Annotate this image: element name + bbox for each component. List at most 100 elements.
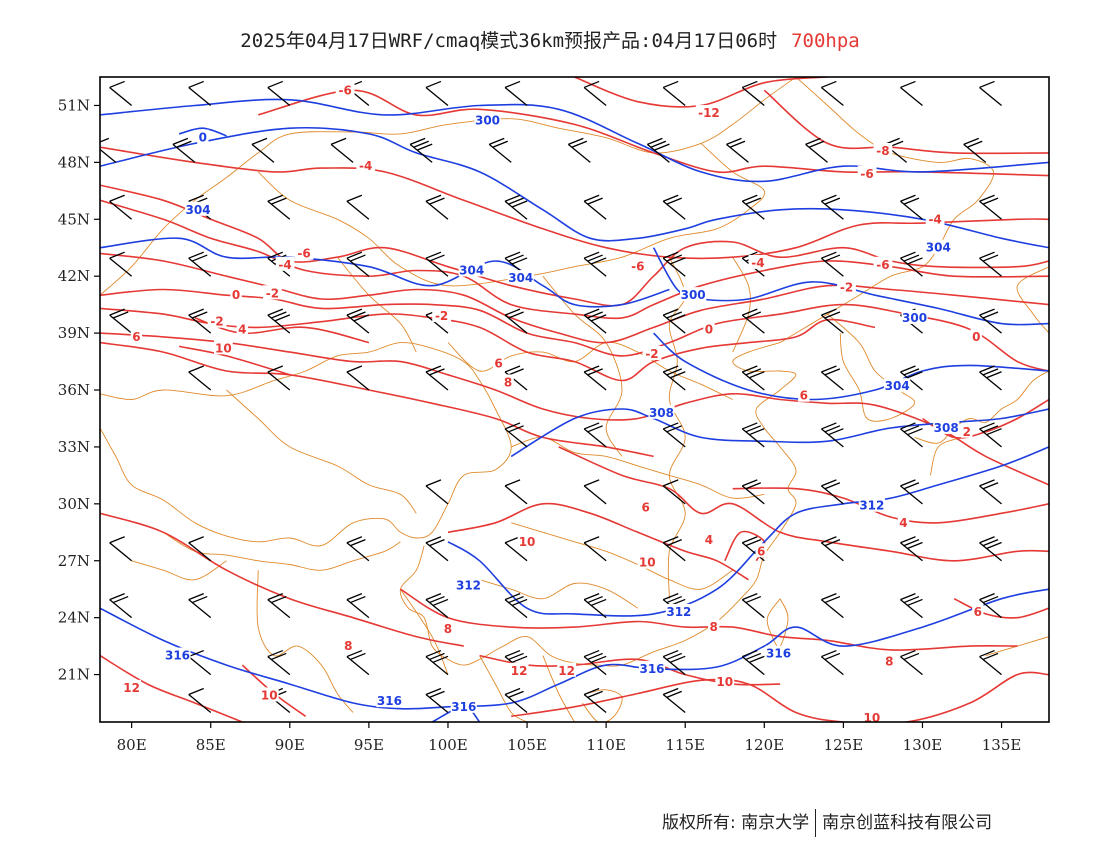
footer-divider	[815, 809, 817, 837]
temperature-contour-label-bg	[897, 514, 910, 529]
temperature-contour-label: 6	[974, 605, 982, 619]
wind-barb	[979, 593, 1002, 619]
x-tick-label: 105E	[507, 736, 547, 754]
wind-barb	[567, 137, 591, 163]
wind-barb	[741, 422, 765, 448]
temperature-contour-label-bg	[639, 499, 652, 514]
height-contour	[653, 332, 1049, 401]
temperature-contour-label-bg	[275, 256, 295, 271]
boundary-line	[131, 560, 227, 581]
height-contour-label: 300	[681, 288, 706, 302]
wind-barb	[425, 536, 449, 562]
wind-barb	[583, 536, 607, 562]
wind-barb	[900, 536, 923, 562]
wind-barb	[583, 365, 607, 391]
boundary-line	[827, 313, 916, 422]
temperature-contour-label: 4	[238, 322, 246, 336]
height-contour-label: 316	[165, 649, 190, 663]
wind-barb	[900, 251, 923, 277]
wind-barb	[425, 593, 449, 619]
temperature-contour	[732, 487, 1049, 524]
wind-barb	[488, 137, 512, 163]
height-contour-label: 304	[885, 379, 910, 393]
height-contour-label-bg	[455, 577, 482, 592]
wind-barb	[267, 593, 291, 619]
wind-barb	[172, 137, 196, 163]
height-contour-label: 316	[451, 700, 476, 714]
temperature-contour-label-bg	[517, 533, 537, 548]
wind-barb	[662, 251, 686, 277]
wind-barb	[805, 137, 828, 163]
temperature-contour-label: 12	[558, 664, 575, 678]
wind-barb	[726, 137, 749, 163]
wind-barb	[267, 194, 291, 220]
boundary-line	[256, 570, 354, 713]
temperature-contour	[257, 89, 1049, 177]
wind-barb	[820, 80, 844, 106]
wind-barb	[188, 687, 212, 714]
wind-barb	[900, 479, 923, 505]
wind-barb	[109, 194, 133, 220]
wind-barb	[504, 536, 528, 562]
height-contour	[100, 127, 1049, 249]
wind-barb	[583, 251, 607, 277]
height-contour-label-bg	[901, 309, 928, 324]
temperature-contour	[447, 502, 749, 581]
temperature-contour-label: -8	[876, 144, 889, 158]
temperature-contour-label-bg	[263, 285, 282, 300]
wind-barb	[188, 593, 212, 619]
temperature-contour	[178, 345, 291, 376]
map-frame	[99, 76, 1050, 723]
boundary-line	[400, 588, 449, 675]
copyright-right: 南京创蓝科技有限公司	[822, 813, 993, 833]
wind-barb	[504, 251, 528, 277]
temperature-contour-label-bg	[356, 158, 376, 173]
height-contour	[178, 127, 227, 137]
temperature-contour-label-bg	[883, 653, 895, 668]
wind-barb	[979, 479, 1002, 505]
temperature-contour	[100, 146, 1049, 260]
height-contour-label: 300	[902, 311, 927, 325]
wind-barb	[820, 536, 844, 562]
wind-barb	[346, 308, 370, 334]
y-tick-label: 42N	[58, 267, 90, 285]
y-tick-label: 33N	[58, 438, 90, 456]
wind-barb	[504, 422, 528, 448]
wind-barb	[900, 649, 923, 676]
wind-barb	[979, 251, 1002, 277]
boundary-line	[100, 77, 797, 296]
temperature-contour-label-bg	[557, 662, 576, 677]
height-contour-label-bg	[765, 645, 792, 660]
height-contour-label-bg	[648, 404, 675, 419]
height-contour-label: 308	[649, 406, 674, 420]
height-contour-label: 316	[377, 694, 402, 708]
temperature-contour	[511, 671, 1049, 722]
temperature-contour-label-bg	[628, 258, 648, 273]
height-contour-label: 304	[926, 241, 951, 255]
wind-barb	[504, 308, 528, 334]
height-contour-label-bg	[507, 270, 534, 285]
wind-barb	[583, 80, 607, 106]
temperature-contour-label: -2	[266, 286, 279, 300]
temperature-contour-label: 8	[444, 622, 452, 636]
wind-barb	[188, 649, 212, 676]
wind-barb	[583, 649, 607, 676]
boundary-line	[100, 342, 512, 547]
height-contour-label: 312	[456, 578, 481, 592]
wind-barb	[662, 194, 686, 220]
wind-barb	[820, 422, 844, 448]
wind-barb	[963, 137, 987, 163]
wind-barb	[504, 687, 528, 714]
wind-barb	[741, 593, 765, 619]
temperature-contour-label: 10	[864, 711, 881, 725]
y-tick-label: 39N	[58, 324, 90, 342]
temperature-contour-label: 10	[639, 556, 656, 570]
temperature-contour-label-bg	[236, 321, 249, 336]
wind-barb	[900, 80, 923, 106]
axis-ticks: 80E 85E 90E 95E 100E 105E 110E 115E 120E 125E 130E…	[58, 96, 1022, 754]
height-contour	[100, 588, 1049, 710]
boundary-line	[511, 436, 765, 499]
height-contour-label: 312	[859, 499, 884, 513]
temperature-contour-label-bg	[230, 287, 242, 302]
temperature-contour-label-bg	[970, 328, 982, 343]
